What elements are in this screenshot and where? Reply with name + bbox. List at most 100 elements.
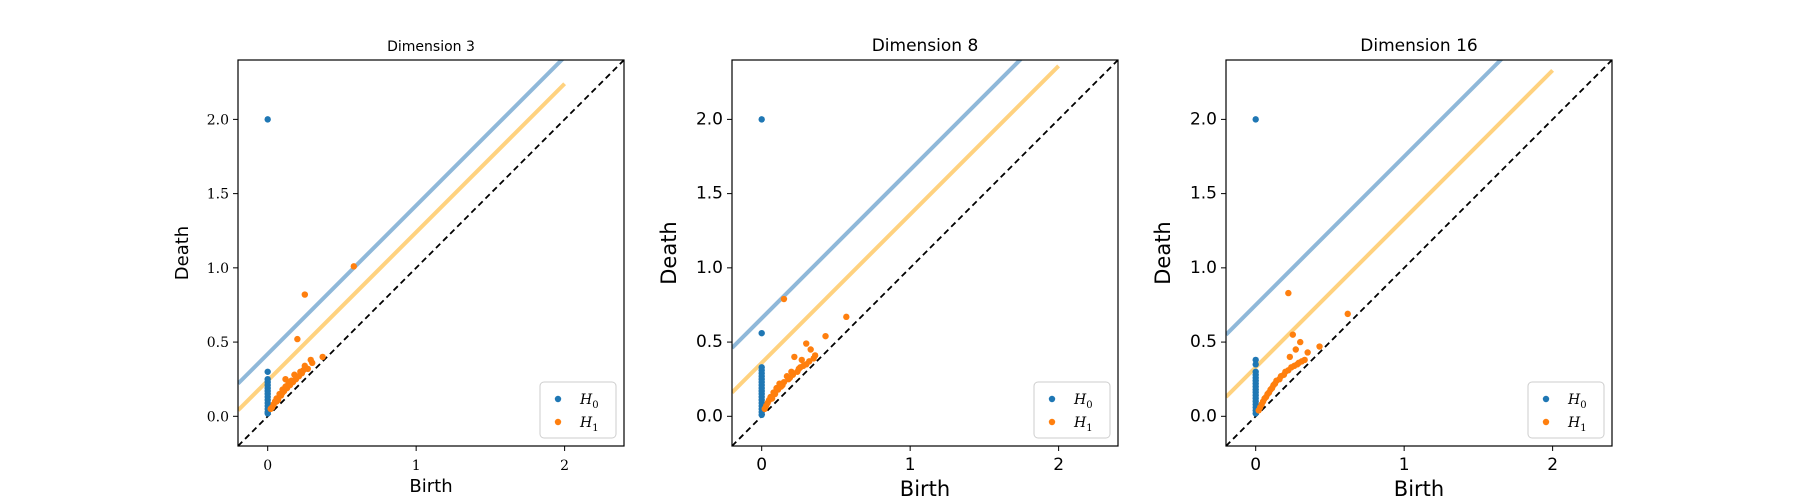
x-tick-label: 0 xyxy=(1250,455,1261,475)
chart-panel-1: 0 1 2 0.0 0.5 1.0 1.5 2.0 Dimension 3 Birth Death H… xyxy=(172,39,625,497)
h1-point xyxy=(350,263,357,270)
h1-point xyxy=(1255,407,1262,414)
h1-point xyxy=(1297,338,1304,346)
legend-h1-subscript: 1 xyxy=(592,423,598,434)
legend-h0-marker xyxy=(554,395,562,403)
legend-h1-label: H1 xyxy=(579,415,599,434)
y-tick-label: 0.5 xyxy=(1190,332,1217,352)
h0-point xyxy=(758,411,765,419)
x-tick-label: 1 xyxy=(412,458,421,474)
h1-point xyxy=(288,377,295,384)
h1-point xyxy=(273,398,280,405)
h1-point xyxy=(279,389,286,396)
y-tick-label: 1.0 xyxy=(696,258,723,278)
h1-point xyxy=(267,405,274,413)
legend-h0-marker xyxy=(1542,395,1550,403)
h0-point xyxy=(758,329,765,337)
chart-panel-2: 0 1 2 0.0 0.5 1.0 1.5 2.0 Dimension 8 Birth Death H… xyxy=(657,36,1119,500)
h1-point xyxy=(807,346,814,353)
y-tick-label: 1.5 xyxy=(696,184,723,204)
h1-point xyxy=(843,313,850,321)
y-tick-label: 0.0 xyxy=(207,409,229,425)
chart-title: Dimension 3 xyxy=(387,39,475,55)
x-tick-label: 1 xyxy=(1399,455,1410,475)
legend-h0-subscript: 0 xyxy=(1086,400,1092,411)
h1-point xyxy=(1304,349,1311,356)
x-tick-label: 2 xyxy=(560,458,569,474)
h1-point xyxy=(319,353,326,361)
x-axis-label: Birth xyxy=(409,476,452,497)
h1-point xyxy=(798,356,805,364)
h1-point xyxy=(1285,289,1292,297)
y-tick-label: 1.5 xyxy=(1190,184,1217,204)
legend-h1-symbol: H xyxy=(1073,415,1087,431)
legend-h1-marker xyxy=(1542,418,1550,426)
y-tick-label: 0.5 xyxy=(207,335,229,351)
h0-point xyxy=(264,116,271,123)
h0-confidence-line xyxy=(732,60,1023,350)
legend-h1-symbol: H xyxy=(1567,415,1581,431)
h0-confidence-line xyxy=(1226,60,1504,337)
diagonal-line xyxy=(732,60,1118,446)
plot-area xyxy=(238,60,624,446)
y-axis-label: Death xyxy=(1151,221,1175,285)
h1-confidence-line xyxy=(1226,68,1555,399)
plot-area xyxy=(732,60,1118,446)
legend-h1-subscript: 1 xyxy=(1580,423,1586,434)
h1-point xyxy=(294,335,301,343)
h1-point xyxy=(282,383,289,390)
legend-h1-symbol: H xyxy=(579,415,593,431)
h0-point xyxy=(1252,356,1259,364)
legend-h0-symbol: H xyxy=(1567,392,1581,408)
x-tick-label: 2 xyxy=(1053,455,1064,475)
x-axis-label: Birth xyxy=(1394,477,1444,500)
plot-area xyxy=(1226,60,1612,446)
y-tick-label: 1.0 xyxy=(207,261,229,277)
legend-h0-label: H0 xyxy=(1073,392,1093,411)
axes-frame xyxy=(731,59,1119,447)
x-tick-label: 0 xyxy=(756,455,767,475)
diagonal-line xyxy=(1226,60,1612,446)
h0-point xyxy=(1252,361,1259,368)
y-axis-label: Death xyxy=(172,226,193,280)
legend-h1-marker xyxy=(554,418,562,426)
h1-point xyxy=(803,340,810,347)
h1-point xyxy=(761,405,768,413)
legend-h1-label: H1 xyxy=(1567,415,1587,434)
legend-h0-subscript: 0 xyxy=(1580,400,1586,411)
legend-h1-subscript: 1 xyxy=(1086,423,1092,434)
axes-frame xyxy=(237,59,625,447)
y-axis-label: Death xyxy=(657,221,681,285)
h1-point xyxy=(1286,353,1294,361)
h1-confidence-line xyxy=(238,82,567,412)
h1-point xyxy=(797,364,804,371)
y-tick-label: 0.5 xyxy=(696,332,723,352)
h1-point xyxy=(810,355,817,362)
h1-point xyxy=(1280,371,1288,378)
h0-point xyxy=(264,368,271,375)
x-tick-label: 0 xyxy=(263,458,272,474)
y-tick-label: 2.0 xyxy=(207,112,229,128)
h1-point xyxy=(1294,361,1301,368)
h0-confidence-line xyxy=(238,60,565,386)
h0-point xyxy=(758,116,765,123)
legend-box xyxy=(539,381,617,439)
h1-point xyxy=(1271,380,1279,387)
h1-confidence-line xyxy=(732,64,1061,394)
h0-point xyxy=(1252,116,1259,123)
legend-h0-label: H0 xyxy=(1567,392,1587,411)
h1-point xyxy=(301,291,309,298)
h1-point xyxy=(791,353,798,361)
axes-frame xyxy=(1225,59,1613,447)
x-tick-label: 2 xyxy=(1547,455,1558,475)
h1-point xyxy=(1292,346,1299,353)
diagonal-line xyxy=(238,60,624,446)
x-axis-label: Birth xyxy=(900,477,950,500)
legend-h0-marker xyxy=(1048,395,1056,403)
h1-point xyxy=(780,295,788,303)
legend-h1-marker xyxy=(1048,418,1056,426)
chart-title: Dimension 16 xyxy=(1360,36,1477,56)
h1-point xyxy=(779,381,786,389)
h1-point xyxy=(300,367,307,374)
